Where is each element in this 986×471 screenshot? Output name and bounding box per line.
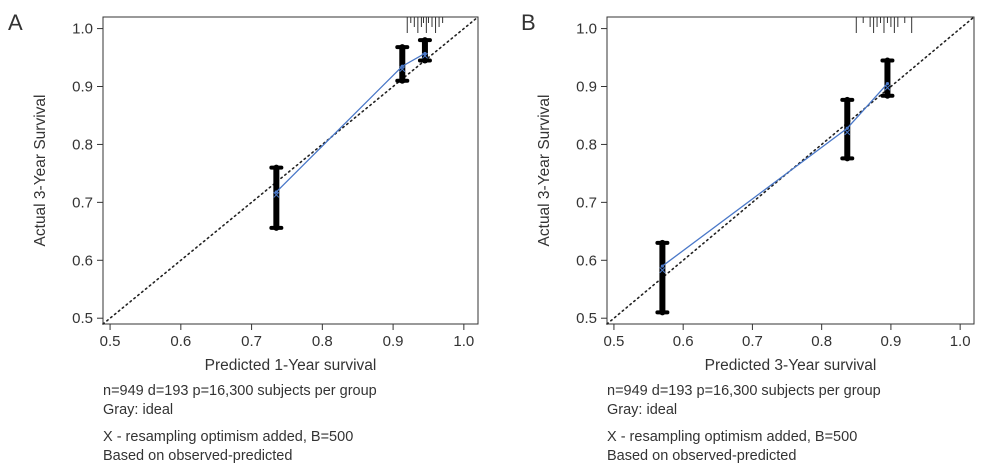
panel-b: B 0.5 0.6 0.7 0.8 0.9 1.0 0.5 0.6 0.7 0.8 0.9 1.0 Pr…: [493, 0, 986, 471]
corrected-marker: [884, 84, 891, 91]
panel-a: A 0.5 0.6 0.7 0.8 0.9 1.0 0.5 0.6 0.7 0.8 0.9 1.0 Pr…: [8, 10, 479, 466]
caption-line: n=949 d=193 p=16,300 subjects per group: [103, 383, 377, 399]
corrected-marker: [421, 52, 428, 59]
x-tick-label: 0.7: [742, 333, 763, 350]
calibration-point: [660, 264, 664, 268]
x-tick-label: 1.0: [950, 333, 971, 350]
calibration-point: [423, 51, 427, 56]
y-tick-label: 0.9: [72, 79, 93, 96]
caption-line: X - resampling optimism added, B=500: [103, 429, 354, 445]
caption-b: n=949 d=193 p=16,300 subjects per group …: [607, 382, 881, 466]
ideal-line: [102, 16, 479, 325]
plot-frame: [102, 16, 479, 325]
y-tick-label: 0.5: [72, 310, 93, 327]
x-tick-label: 0.5: [603, 333, 624, 350]
x-tick-label: 0.8: [811, 333, 832, 350]
x-tick-label: 1.0: [453, 333, 474, 350]
calibration-point: [274, 190, 278, 194]
caption-line: Based on observed-predicted: [103, 448, 293, 464]
y-tick-label: 0.6: [72, 252, 93, 269]
caption-line: Based on observed-predicted: [607, 448, 797, 464]
corrected-marker: [399, 66, 406, 73]
x-tick-label: 0.9: [383, 333, 404, 350]
caption-line: X - resampling optimism added, B=500: [607, 429, 858, 445]
y-tick-label: 1.0: [72, 21, 93, 38]
x-tick-label: 0.8: [312, 333, 333, 350]
x-tick-label: 0.5: [100, 333, 121, 350]
x-axis-label: Predicted 3-Year survival: [705, 357, 877, 374]
plot-frame: [606, 16, 975, 325]
y-tick-label: 0.5: [576, 310, 597, 327]
calibration-point: [845, 126, 849, 130]
corrected-marker: [844, 129, 851, 136]
calibration-plot-a: 0.5 0.6 0.7 0.8 0.9 1.0 0.5 0.6 0.7 0.8 0.9 1.0 Pred…: [32, 16, 479, 374]
y-tick-label: 0.9: [576, 79, 597, 96]
corrected-marker-stroke: [399, 66, 406, 73]
corrected-marker-stroke: [273, 191, 280, 198]
y-axis-label: Actual 3-Year Survival: [32, 95, 49, 247]
x-tick-label: 0.7: [241, 333, 262, 350]
y-tick-label: 1.0: [576, 21, 597, 38]
corrected-marker-stroke: [421, 52, 428, 59]
x-tick-label: 0.6: [170, 333, 191, 350]
calibration-point: [885, 82, 890, 86]
caption-line: Gray: ideal: [103, 402, 174, 418]
y-tick-label: 0.6: [576, 252, 597, 269]
x-axis-label: Predicted 1-Year survival: [205, 357, 377, 374]
x-tick-label: 0.9: [880, 333, 901, 350]
corrected-marker: [273, 191, 280, 198]
panel-label: A: [8, 10, 23, 35]
corrected-marker-stroke: [844, 129, 851, 136]
caption-a: n=949 d=193 p=16,300 subjects per group …: [103, 382, 377, 466]
y-tick-label: 0.7: [576, 194, 597, 211]
caption-line: n=949 d=193 p=16,300 subjects per group: [607, 383, 881, 399]
calibration-plot-b: 0.5 0.6 0.7 0.8 0.9 1.0 0.5 0.6 0.7 0.8 0.9 1.0 Pred…: [536, 16, 975, 374]
calibration-line: [662, 83, 888, 267]
caption-line: Gray: ideal: [607, 402, 678, 418]
corrected-marker-stroke: [659, 267, 666, 274]
corrected-marker: [659, 267, 666, 274]
corrected-marker-stroke: [884, 84, 891, 91]
y-tick-label: 0.7: [72, 194, 93, 211]
panel-label: B: [521, 10, 536, 35]
y-tick-label: 0.8: [576, 136, 597, 153]
x-tick-label: 0.6: [673, 333, 694, 350]
y-tick-label: 0.8: [72, 136, 93, 153]
calibration-point: [400, 64, 404, 68]
y-axis-label: Actual 3-Year Survival: [536, 95, 553, 247]
